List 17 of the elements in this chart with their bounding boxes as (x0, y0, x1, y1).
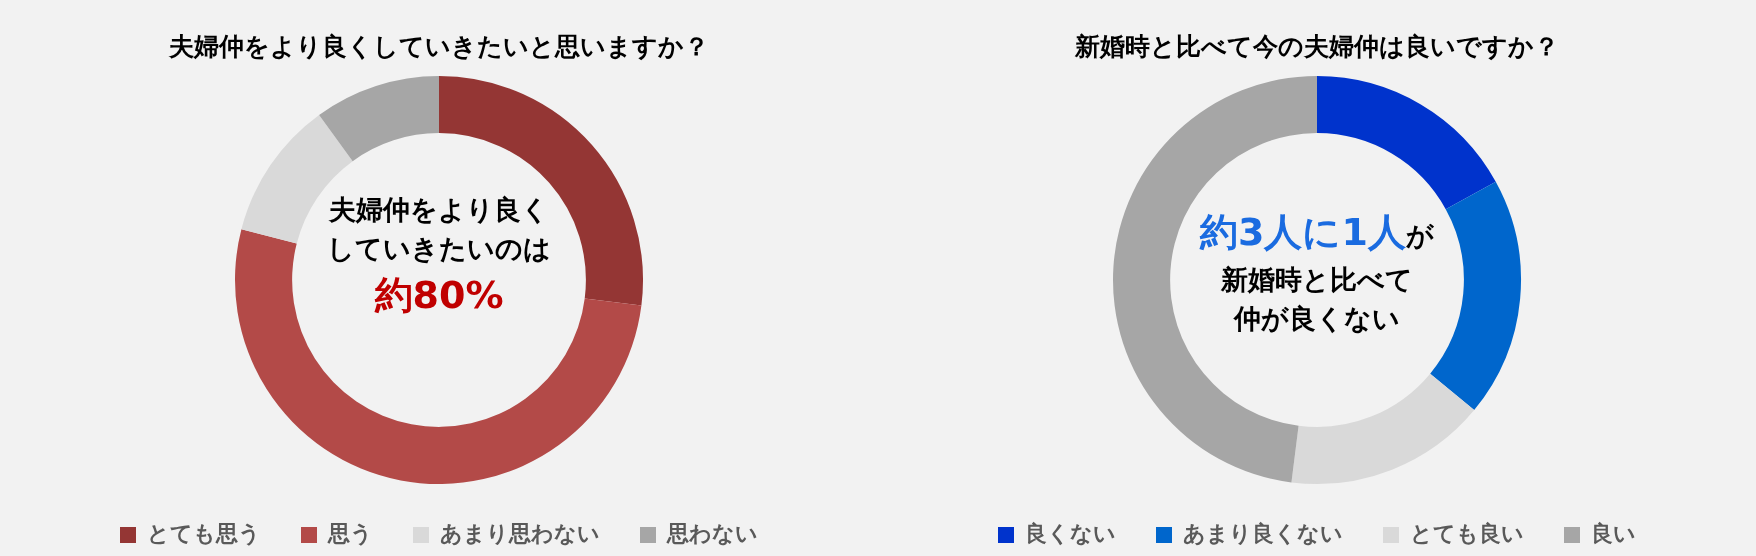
legend-label: とても思う (147, 520, 261, 546)
chart-title: 夫婦仲をより良くしていきたいと思いますか？ (168, 31, 710, 63)
text: 仲が良くない (1234, 303, 1400, 335)
text: していきたいのは (327, 233, 551, 265)
chart-title: 新婚時と比べて今の夫婦仲は良いですか？ (1074, 31, 1560, 63)
legend-label: 良くない (1025, 520, 1116, 546)
legend-label: 思う (327, 520, 373, 546)
text: が (1405, 220, 1434, 251)
legend-label: 思わない (666, 520, 758, 546)
legend-label: あまり思わない (440, 520, 600, 546)
text: 夫婦仲をより良く (329, 194, 549, 225)
text: 約80% (374, 273, 504, 318)
legend-label: あまり良くない (1183, 520, 1343, 546)
text: 約3人に1人 (1200, 210, 1406, 254)
legend-label: 良い (1591, 520, 1636, 546)
text: 新婚時と比べて (1221, 264, 1413, 296)
legend-label: とても良い (1410, 520, 1524, 546)
